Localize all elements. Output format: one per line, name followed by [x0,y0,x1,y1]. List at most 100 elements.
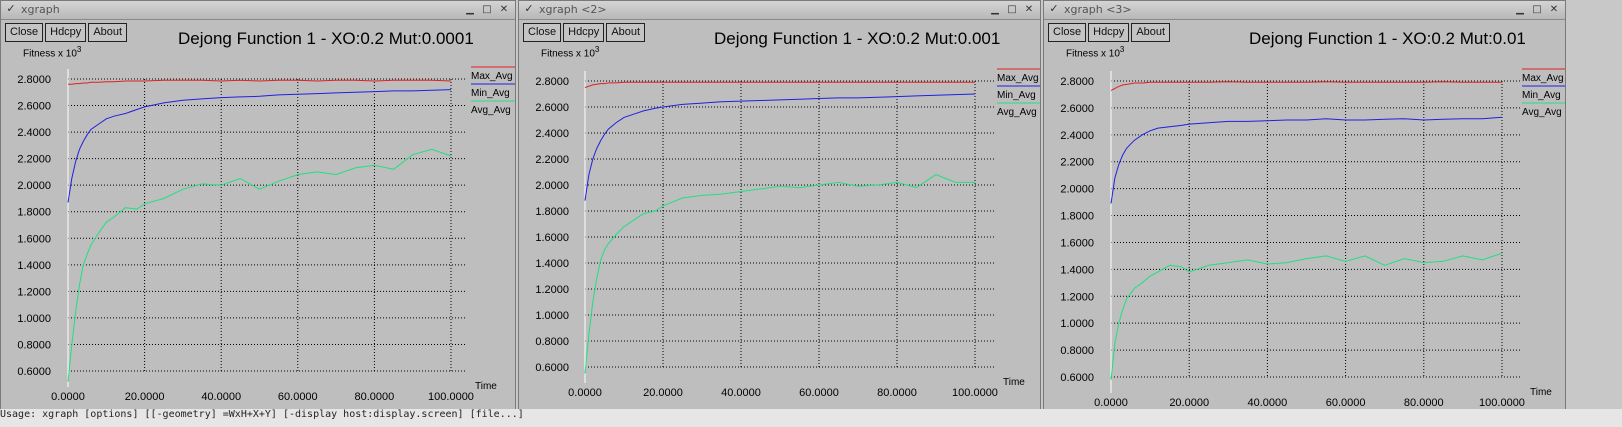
about-button[interactable]: About [88,23,128,42]
about-button[interactable]: About [1131,23,1171,42]
y-tick-label: 0.8000 [1060,345,1094,357]
xgraph-window-2: ✓ xgraph <2> ▁ □ ✕ Close Hdcpy About Dejon… [518,0,1041,422]
legend-label: Avg_Avg [997,107,1037,118]
hdcpy-button[interactable]: Hdcpy [563,23,605,42]
window-titlebar[interactable]: ✓ xgraph ▁ □ ✕ [1,1,515,20]
window-menu-icon[interactable]: ✓ [6,2,16,15]
x-tick-label: 0.0000 [568,387,602,399]
window-menu-icon[interactable]: ✓ [1049,2,1059,15]
y-tick-label: 0.6000 [535,362,569,374]
legend-label: Min_Avg [471,88,510,99]
xgraph-window-1: ✓ xgraph ▁ □ ✕ Close Hdcpy About Dejong Fu… [0,0,516,422]
y-tick-label: 2.4000 [1060,130,1094,142]
y-tick-label: 1.4000 [535,258,569,270]
legend-label: Max_Avg [1522,73,1564,84]
x-tick-label: 20.0000 [125,391,165,403]
x-tick-label: 0.0000 [1094,397,1128,409]
y-tick-label: 2.6000 [535,102,569,114]
y-tick-label: 1.0000 [17,313,51,325]
x-tick-label: 20.0000 [1169,397,1209,409]
window-titlebar[interactable]: ✓ xgraph <3> ▁ □ ✕ [1044,1,1565,20]
series-line-max-avg [68,79,452,85]
window-menu-icon[interactable]: ✓ [524,2,534,15]
maximize-icon[interactable]: □ [482,4,492,15]
y-tick-label: 1.0000 [1060,318,1094,330]
series-line-min-avg [1110,116,1503,204]
y-tick-label: 1.6000 [17,233,51,245]
y-axis-label-base: Fitness x 10 [541,48,595,60]
hdcpy-button[interactable]: Hdcpy [1088,23,1130,42]
y-tick-label: 2.6000 [17,101,51,113]
window-title: xgraph <3> [1064,3,1132,16]
close-icon[interactable]: ✕ [1549,4,1559,15]
y-tick-label: 2.0000 [17,180,51,192]
about-button[interactable]: About [606,23,646,42]
x-tick-label: 80.0000 [355,391,395,403]
y-tick-label: 1.4000 [17,260,51,272]
window-title: xgraph [21,3,60,16]
maximize-icon[interactable]: □ [1007,4,1017,15]
minimize-icon[interactable]: ▁ [466,4,474,15]
close-button[interactable]: Close [1048,23,1087,42]
series-line-max-avg [584,81,975,88]
x-tick-label: 40.0000 [201,391,241,403]
hdcpy-button[interactable]: Hdcpy [45,23,87,42]
y-tick-label: 2.8000 [1060,76,1094,88]
x-tick-label: 20.0000 [643,387,683,399]
plot-canvas: 2.8000 2.6000 2.4000 2.2000 2.0000 1.8000 1.60… [17,66,515,403]
y-tick-label: 2.6000 [1060,103,1094,115]
y-tick-label: 1.2000 [17,286,51,298]
terminal-status-line: Usage: xgraph [options] [[-geometry] =Wx… [0,409,1622,427]
close-icon[interactable]: ✕ [1024,4,1034,15]
y-axis-label-exponent: 3 [1119,45,1125,54]
grid-lines [585,80,995,368]
legend-label: Max_Avg [471,71,513,82]
close-button[interactable]: Close [5,23,44,42]
y-axis-label: Fitness x 103 [23,45,81,59]
plot-canvas: 2.8000 2.6000 2.4000 2.2000 2.0000 1.8000 1.60… [535,68,1040,399]
y-tick-label: 2.2000 [17,154,51,166]
grid-lines [1111,80,1522,378]
legend-label: Avg_Avg [471,105,511,116]
close-button[interactable]: Close [523,23,562,42]
y-tick-label: 1.6000 [1060,237,1094,249]
y-tick-label: 2.4000 [535,128,569,140]
x-axis-label: Time [1003,377,1025,388]
y-axis-label: Fitness x 103 [1066,45,1124,59]
y-tick-label: 1.0000 [535,310,569,322]
maximize-icon[interactable]: □ [1532,4,1542,15]
close-icon[interactable]: ✕ [499,4,509,15]
y-tick-label: 1.4000 [1060,264,1094,276]
x-tick-label: 40.0000 [1248,397,1288,409]
y-tick-label: 2.8000 [17,74,51,86]
y-tick-label: 2.0000 [535,180,569,192]
y-axis-label-base: Fitness x 10 [1066,48,1120,60]
plot-canvas: 2.8000 2.6000 2.4000 2.2000 2.0000 1.8000 1.60… [1060,68,1565,409]
x-tick-label: 60.0000 [799,387,839,399]
series-line-min-avg [67,89,452,203]
x-tick-label: 80.0000 [877,387,917,399]
y-tick-label: 2.4000 [17,127,51,139]
legend-label: Min_Avg [1522,90,1561,101]
y-axis-label: Fitness x 103 [541,45,599,59]
y-tick-label: 2.8000 [535,76,569,88]
legend-label: Avg_Avg [1522,107,1562,118]
plot-title: Dejong Function 1 - XO:0.2 Mut:0.001 [714,29,1001,48]
x-tick-label: 80.0000 [1404,397,1444,409]
y-tick-label: 1.2000 [535,284,569,296]
y-tick-label: 2.2000 [1060,157,1094,169]
y-axis-label-base: Fitness x 10 [23,48,77,60]
window-titlebar[interactable]: ✓ xgraph <2> ▁ □ ✕ [519,1,1040,20]
x-tick-label: 60.0000 [1326,397,1366,409]
x-axis-label: Time [1530,387,1552,398]
minimize-icon[interactable]: ▁ [991,4,999,15]
x-tick-label: 0.0000 [51,391,85,403]
xgraph-window-3: ✓ xgraph <3> ▁ □ ✕ Close Hdcpy About Dejon… [1043,0,1566,422]
y-tick-label: 0.8000 [535,336,569,348]
minimize-icon[interactable]: ▁ [1516,4,1524,15]
plot-title: Dejong Function 1 - XO:0.2 Mut:0.01 [1249,29,1526,48]
y-tick-label: 2.2000 [535,154,569,166]
grid-lines [68,78,467,372]
plot-title: Dejong Function 1 - XO:0.2 Mut:0.0001 [178,29,474,48]
y-axis-label-exponent: 3 [594,45,600,54]
